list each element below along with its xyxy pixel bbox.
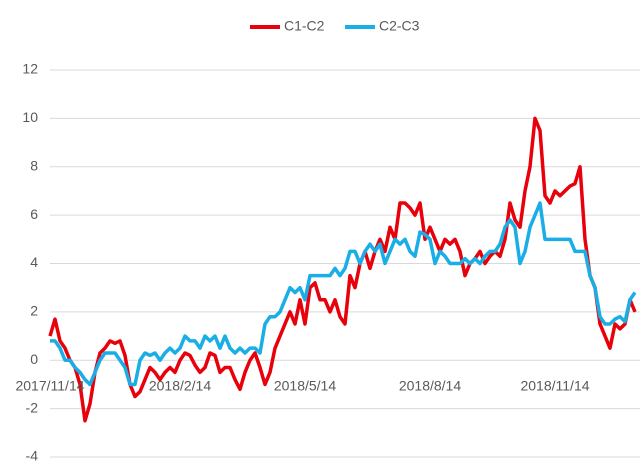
y-tick-label: -4 bbox=[26, 448, 39, 464]
y-tick-label: 10 bbox=[22, 109, 38, 125]
x-tick-label: 2018/2/14 bbox=[149, 378, 211, 394]
x-tick-label: 2017/11/14 bbox=[15, 378, 84, 394]
y-tick-label: 2 bbox=[30, 303, 38, 319]
legend-label: C2-C3 bbox=[379, 18, 420, 34]
line-series bbox=[50, 201, 637, 387]
y-tick-label: 4 bbox=[30, 254, 38, 270]
x-tick-label: 2018/8/14 bbox=[399, 378, 461, 394]
x-tick-label: 2018/11/14 bbox=[520, 378, 589, 394]
y-tick-label: 8 bbox=[30, 157, 38, 173]
y-tick-label: -2 bbox=[26, 399, 39, 415]
y-tick-label: 12 bbox=[22, 61, 38, 77]
y-tick-label: 6 bbox=[30, 206, 38, 222]
line-series bbox=[48, 116, 637, 423]
x-tick-label: 2018/5/14 bbox=[274, 378, 336, 394]
legend-label: C1-C2 bbox=[284, 18, 325, 34]
y-tick-label: 0 bbox=[30, 351, 38, 367]
